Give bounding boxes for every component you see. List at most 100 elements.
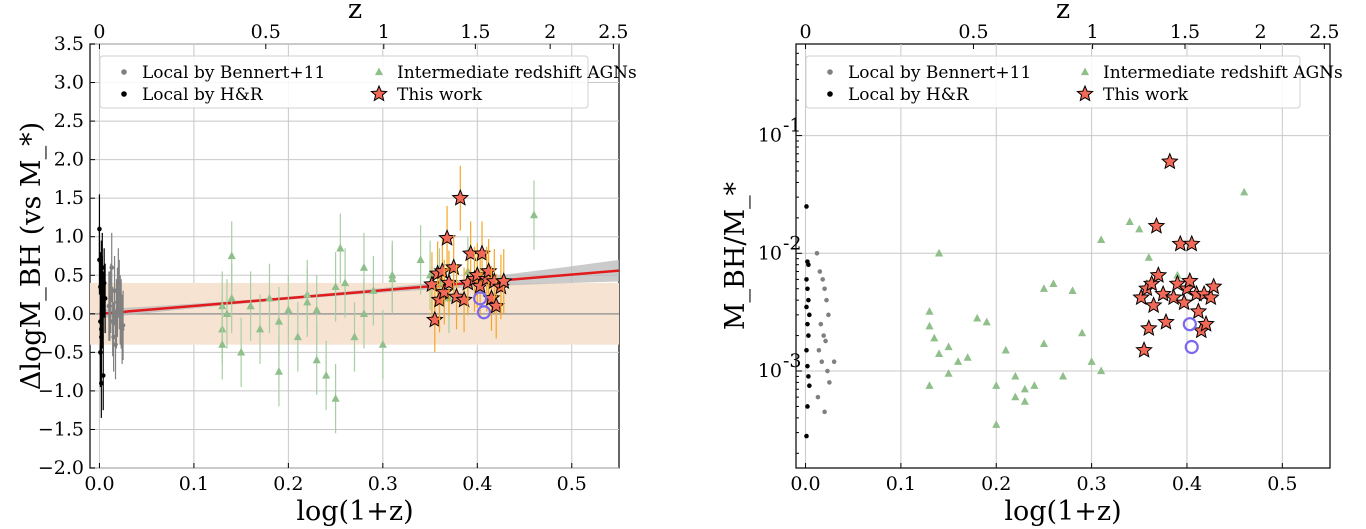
x-tick-label: 0.2 [981, 473, 1011, 495]
data-point [444, 258, 463, 276]
y-tick-exponent: -2 [783, 232, 802, 254]
data-point [237, 347, 246, 356]
data-point [116, 292, 122, 297]
data-point [925, 321, 934, 330]
data-point [303, 297, 312, 306]
legend-marker [374, 67, 384, 76]
data-point [992, 420, 1001, 428]
data-point [218, 340, 227, 348]
data-point [822, 409, 827, 415]
y-tick-label: 10 [758, 360, 782, 382]
data-point [973, 313, 982, 322]
legend-label: Local by H&R [848, 85, 970, 105]
data-point [1157, 312, 1175, 330]
highlight-ring [476, 305, 492, 320]
top-tick-label: 0 [799, 21, 811, 43]
data-point [934, 248, 944, 257]
x-tick-label: 0.4 [462, 473, 492, 495]
data-point [1182, 234, 1201, 252]
data-point [100, 373, 106, 378]
y-tick-label: −0.5 [38, 341, 84, 363]
right-panel: 0.0 0.1 0.2 0.3 0.4 0.50 0.5 1 1.5 2 2.510-110-210… [720, 0, 1343, 527]
data-point [227, 293, 236, 302]
top-tick-label: 1.5 [1170, 21, 1200, 43]
data-point [98, 350, 103, 355]
y-tick-label: −1.0 [38, 380, 84, 402]
data-point [1204, 277, 1223, 295]
data-point [359, 309, 368, 317]
data-point [265, 293, 274, 302]
data-point [806, 262, 811, 268]
data-point [930, 333, 939, 342]
data-point [440, 273, 458, 291]
data-point [818, 321, 824, 327]
data-point [806, 374, 811, 379]
data-point [1175, 293, 1193, 311]
data-point [1125, 217, 1134, 226]
left-panel: 0.0 0.1 0.2 0.3 0.4 0.5 0 0.5 1 1.5 2 2.5 3.5 3.0 2.5 2… [16, 0, 637, 527]
data-point [804, 277, 809, 282]
legend-marker [827, 91, 833, 97]
data-point [99, 334, 104, 340]
legend-label: This work [1103, 85, 1189, 105]
highlight-ring [1182, 317, 1197, 332]
data-point [109, 265, 115, 270]
legend-marker [1080, 67, 1090, 76]
data-point [293, 332, 302, 341]
data-point [1135, 224, 1144, 233]
y-tick-label: −1.5 [38, 418, 84, 440]
data-point [925, 307, 934, 315]
data-point [1149, 266, 1168, 283]
data-point [1240, 187, 1249, 196]
data-point [331, 394, 340, 402]
data-point [825, 368, 830, 374]
legend-label: Local by Bennert+11 [848, 63, 1031, 83]
legend-label: Intermediate redshift AGNs [397, 63, 637, 83]
legend-box [99, 55, 589, 109]
x-tick-label: 0.3 [1076, 473, 1106, 495]
y-tick-label: 2.0 [54, 149, 84, 171]
data-point [804, 433, 809, 439]
top-tick-label: 0 [93, 21, 105, 43]
legend-marker [827, 69, 833, 75]
data-point [359, 263, 368, 271]
left-y-axis-label: ΔlogM_BH (vs M_*) [16, 122, 47, 390]
data-point [120, 323, 126, 328]
right-grid [796, 44, 1330, 468]
data-point [1135, 340, 1153, 358]
data-point [823, 338, 828, 344]
data-point [1097, 235, 1106, 244]
data-point [804, 304, 809, 310]
data-point [804, 347, 809, 353]
data-point [1144, 296, 1163, 314]
top-tick-label: 0.5 [251, 21, 281, 43]
y-tick-label: 0.5 [54, 264, 84, 286]
right-top-axis-label: z [1056, 0, 1070, 25]
left-ticks: 0.0 0.1 0.2 0.3 0.4 0.5 0 0.5 1 1.5 2 2.5 3.5 3.0 2.5 2… [38, 21, 629, 495]
data-point [274, 367, 283, 375]
x-tick-label: 0.1 [179, 473, 209, 495]
data-point [819, 359, 825, 364]
data-point [1058, 371, 1068, 380]
x-tick-label: 0.5 [557, 473, 587, 495]
data-point [1049, 279, 1058, 288]
data-point [388, 270, 397, 279]
x-tick-label: 0.2 [273, 473, 303, 495]
data-point [425, 310, 444, 328]
fit-line [99, 269, 620, 316]
y-tick-label: 10 [758, 125, 782, 147]
data-point [805, 286, 810, 292]
data-point [934, 349, 944, 357]
data-point [435, 282, 454, 300]
data-point [1160, 152, 1179, 170]
left-top-axis-label: z [348, 0, 362, 25]
data-point [227, 251, 236, 260]
data-point [99, 265, 105, 270]
x-tick-label: 0.1 [886, 473, 916, 495]
data-point [814, 251, 820, 256]
data-point [1087, 357, 1096, 365]
data-point [113, 342, 118, 347]
y-tick-label: −2.0 [38, 457, 84, 479]
